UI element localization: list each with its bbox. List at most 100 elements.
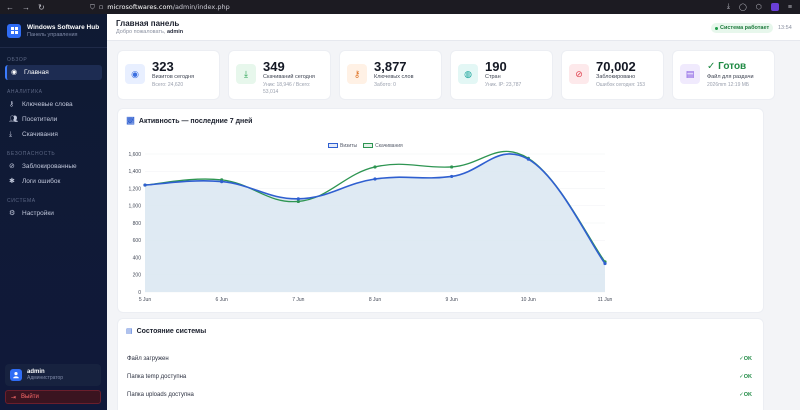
- y-tick-label: 600: [133, 238, 142, 244]
- stat-subtext: Всего: 24,620: [152, 82, 184, 88]
- sidebar-item-label: Логи ошибок: [22, 178, 61, 185]
- legend-item[interactable]: Скачивания: [363, 143, 403, 149]
- key-icon: ⚷: [9, 101, 15, 108]
- status-ok-badge: ✓OK: [739, 392, 752, 398]
- x-tick-label: 6 Jun: [216, 297, 228, 303]
- stat-value: 70,002: [596, 59, 636, 74]
- server-icon: ▤: [126, 328, 133, 335]
- status-row-label: Папка uploads доступна: [127, 392, 194, 398]
- stat-label: Визитов сегодня: [152, 74, 195, 80]
- y-tick-label: 1,400: [128, 169, 141, 175]
- eye-icon: ◉: [11, 69, 18, 76]
- user-role: Администратор: [27, 375, 64, 381]
- address-bar[interactable]: ⛉ ▫ microsoftwares.com/admin/index.php: [90, 3, 230, 12]
- y-tick-label: 800: [133, 221, 142, 227]
- sidebar-section-title: Обзор: [7, 57, 28, 63]
- url-path: /admin/index.php: [172, 3, 230, 11]
- welcome-user: admin: [166, 29, 184, 35]
- sidebar-section-title: Безопасность: [7, 151, 56, 157]
- sidebar-item[interactable]: ⚷ Ключевые слова: [5, 97, 102, 112]
- stat-subtext: Уник: 18,946 / Всего: 53,014: [263, 82, 311, 95]
- account-icon[interactable]: ◯: [738, 4, 747, 11]
- stat-subtext: 2026mm 12:19 МБ: [707, 82, 750, 88]
- user-card[interactable]: admin Администратор: [5, 364, 101, 386]
- download-icon: ⤓: [9, 131, 13, 138]
- stat-subtext: Уник. IP: 23,787: [485, 82, 522, 88]
- ban-icon: ⊘: [569, 64, 589, 84]
- sidebar-item[interactable]: 👥︎ Посетители: [5, 112, 102, 127]
- brand-title: Windows Software Hub: [27, 23, 100, 31]
- extensions-icon[interactable]: ⬡: [755, 4, 762, 11]
- sidebar-item-label: Ключевые слова: [22, 101, 73, 108]
- data-point: [373, 165, 377, 169]
- x-tick-label: 8 Jun: [369, 297, 381, 303]
- y-tick-label: 1,600: [128, 152, 141, 158]
- users-icon: 👥︎: [9, 116, 18, 123]
- welcome-text: Добро пожаловать, admin: [116, 29, 184, 35]
- key-icon: ⚷: [347, 64, 367, 84]
- y-tick-label: 1,200: [128, 186, 141, 192]
- stat-label: Стран: [485, 74, 501, 80]
- status-row-label: Файл загружен: [127, 356, 169, 362]
- sidebar-item[interactable]: ⚙ Настройки: [5, 206, 102, 221]
- gear-icon: ⚙: [9, 210, 16, 217]
- windows-logo-icon: [7, 23, 21, 38]
- y-tick-label: 1,000: [128, 204, 141, 210]
- x-tick-label: 7 Jun: [292, 297, 304, 303]
- sidebar-item[interactable]: ✱ Логи ошибок: [5, 174, 102, 189]
- download-icon[interactable]: ⤓: [726, 3, 730, 10]
- sidebar-item[interactable]: ⤓ Скачивания: [5, 127, 102, 142]
- stat-subtext: Ошибок сегодня: 153: [596, 82, 646, 88]
- stat-value: 323: [152, 59, 174, 74]
- sidebar-item[interactable]: ◉ Главная: [5, 65, 102, 80]
- bug-icon: ✱: [9, 178, 15, 185]
- system-status-row: Папка uploads доступна ✓OK: [127, 389, 752, 401]
- reload-icon[interactable]: ↻: [38, 2, 45, 12]
- data-point: [450, 165, 454, 169]
- chart-line-icon: 📈︎: [126, 118, 135, 125]
- sidebar-item-label: Посетители: [22, 116, 58, 123]
- x-tick-label: 9 Jun: [446, 297, 458, 303]
- sidebar-item-label: Заблокированные: [22, 163, 77, 170]
- logout-button[interactable]: ⇥ Выйти: [5, 390, 101, 404]
- sidebar-item-label: Скачивания: [22, 131, 58, 138]
- ban-icon: ⊘: [9, 163, 15, 170]
- system-panel: ▤ Состояние системы Файл загружен ✓OK Пап…: [118, 319, 763, 410]
- stat-card: ◍ 190 Стран Уник. IP: 23,787: [451, 51, 552, 99]
- menu-icon[interactable]: ≡: [787, 3, 792, 11]
- stat-label: Заблокировано: [596, 74, 636, 80]
- data-point: [143, 183, 147, 187]
- y-tick-label: 0: [138, 290, 141, 296]
- status-ok-badge: ✓OK: [739, 356, 752, 362]
- data-point: [220, 180, 224, 184]
- user-name: admin: [27, 369, 45, 375]
- stat-subtext: Забото: 0: [374, 82, 396, 88]
- series-area-visits: [145, 153, 605, 292]
- stat-value: ✓ Готов: [707, 61, 747, 72]
- back-icon[interactable]: ←: [6, 2, 14, 12]
- status-ok-badge: ✓OK: [739, 374, 752, 380]
- data-point: [450, 174, 454, 179]
- stat-card: ◉ 323 Визитов сегодня Всего: 24,620: [118, 51, 219, 99]
- stat-label: Ключевых слов: [374, 74, 414, 80]
- clock: 13:54: [778, 25, 792, 31]
- shield-icon: ⛉: [90, 2, 95, 11]
- logout-label: Выйти: [21, 394, 39, 400]
- system-status-row: Папка temp доступна ✓OK: [127, 371, 752, 383]
- data-point: [296, 197, 300, 201]
- header: Главная панель Добро пожаловать, admin С…: [107, 14, 800, 41]
- status-dot-icon: [715, 26, 718, 30]
- forward-icon[interactable]: →: [22, 2, 30, 12]
- x-tick-label: 11 Jun: [598, 297, 613, 303]
- sidebar-item[interactable]: ⊘ Заблокированные: [5, 159, 102, 174]
- system-status-badge: Система работает: [711, 23, 774, 33]
- extension-icon[interactable]: [770, 3, 779, 11]
- stat-label: Файл для раздачи: [707, 74, 754, 80]
- x-tick-label: 10 Jun: [521, 297, 536, 303]
- status-row-label: Папка temp доступна: [127, 374, 187, 380]
- data-point: [526, 157, 530, 161]
- stat-value: 3,877: [374, 59, 407, 74]
- legend-item[interactable]: Визиты: [328, 143, 357, 149]
- browser-toolbar: ← → ↻ ⛉ ▫ microsoftwares.com/admin/index…: [0, 0, 800, 14]
- y-tick-label: 200: [133, 273, 142, 279]
